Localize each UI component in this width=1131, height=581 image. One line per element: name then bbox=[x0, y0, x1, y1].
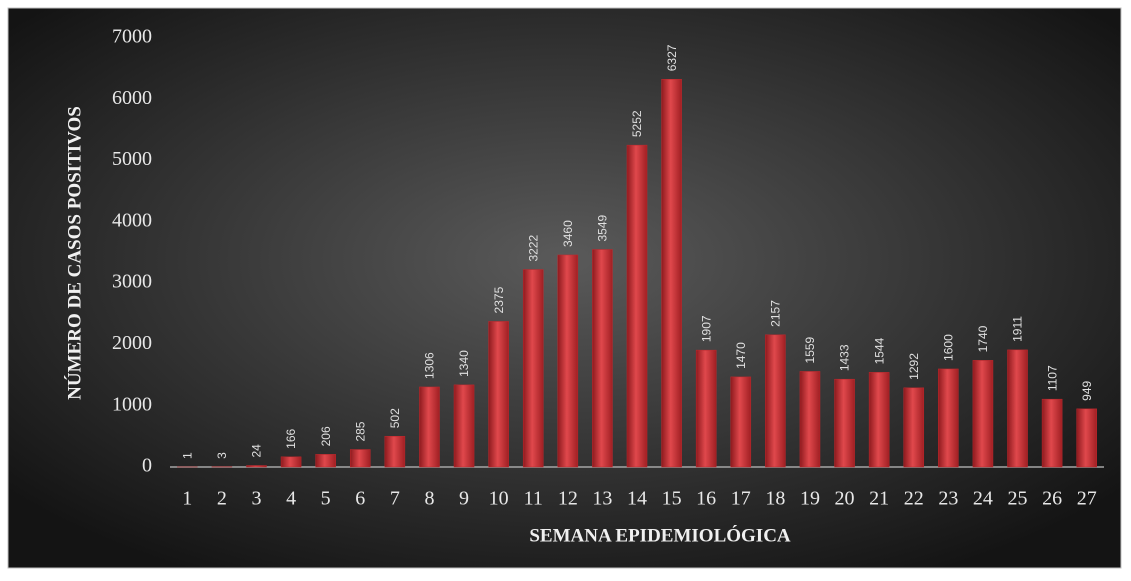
x-axis-title: SEMANA EPIDEMIOLÓGICA bbox=[529, 524, 791, 546]
x-tick-label: 18 bbox=[765, 488, 785, 510]
x-tick-label: 6 bbox=[355, 488, 365, 510]
bar bbox=[799, 371, 821, 468]
x-tick-label: 2 bbox=[217, 488, 227, 510]
value-label: 1433 bbox=[838, 344, 852, 371]
value-label: 1559 bbox=[803, 336, 817, 363]
y-tick-label: 0 bbox=[142, 455, 152, 477]
value-label: 1306 bbox=[423, 352, 437, 379]
bar bbox=[246, 465, 267, 468]
bar bbox=[765, 334, 786, 468]
value-label: 1470 bbox=[734, 342, 748, 369]
y-tick-label: 2000 bbox=[112, 332, 152, 354]
bar bbox=[384, 435, 406, 468]
y-tick-label: 5000 bbox=[112, 148, 152, 170]
x-tick-label: 19 bbox=[800, 488, 820, 510]
value-label: 5252 bbox=[630, 110, 644, 137]
x-tick-label: 1 bbox=[182, 488, 192, 510]
y-tick-label: 4000 bbox=[112, 209, 152, 231]
bar bbox=[730, 376, 752, 468]
x-tick-label: 20 bbox=[835, 488, 855, 510]
x-tick-label: 3 bbox=[251, 488, 261, 510]
value-label: 3460 bbox=[561, 220, 575, 247]
bar bbox=[522, 269, 544, 468]
x-tick-label: 25 bbox=[1008, 488, 1028, 510]
x-tick-label: 5 bbox=[321, 488, 331, 510]
value-label: 2157 bbox=[769, 300, 783, 327]
bar bbox=[1007, 349, 1028, 468]
x-tick-label: 7 bbox=[390, 488, 400, 510]
bar bbox=[1076, 408, 1097, 468]
y-tick-label: 7000 bbox=[112, 26, 152, 48]
x-tick-label: 21 bbox=[869, 488, 889, 510]
value-label: 1340 bbox=[457, 350, 471, 377]
bar bbox=[903, 387, 925, 468]
bar bbox=[972, 360, 994, 468]
value-label: 3 bbox=[215, 452, 229, 459]
value-label: 285 bbox=[353, 421, 367, 441]
x-tick-label: 26 bbox=[1042, 488, 1062, 510]
value-label: 24 bbox=[250, 444, 264, 458]
x-tick-label: 4 bbox=[286, 488, 296, 510]
x-tick-label: 12 bbox=[558, 488, 578, 510]
value-label: 1600 bbox=[942, 334, 956, 361]
x-tick-label: 8 bbox=[424, 488, 434, 510]
x-tick-label: 23 bbox=[938, 488, 958, 510]
x-tick-label: 13 bbox=[592, 488, 612, 510]
bar bbox=[695, 349, 717, 468]
x-tick-label: 22 bbox=[904, 488, 924, 510]
y-tick-label: 1000 bbox=[112, 393, 152, 415]
x-tick-label: 16 bbox=[696, 488, 716, 510]
bar bbox=[419, 386, 440, 468]
bar bbox=[661, 78, 682, 468]
value-label: 1292 bbox=[907, 353, 921, 380]
value-label: 206 bbox=[319, 426, 333, 446]
value-label: 1740 bbox=[976, 325, 990, 352]
value-label: 1911 bbox=[1011, 316, 1025, 342]
x-tick-label: 14 bbox=[627, 488, 647, 510]
x-tick-label: 15 bbox=[662, 488, 682, 510]
value-label: 6327 bbox=[665, 44, 679, 71]
bar bbox=[453, 384, 475, 468]
y-tick-label: 3000 bbox=[112, 271, 152, 293]
value-label: 3222 bbox=[526, 235, 540, 262]
bar bbox=[557, 254, 579, 468]
bar bbox=[488, 321, 509, 468]
value-label: 2375 bbox=[492, 286, 506, 313]
value-label: 1544 bbox=[872, 337, 886, 364]
bar bbox=[315, 454, 336, 468]
value-label: 1907 bbox=[699, 315, 713, 342]
y-axis-title: NÚMERO DE CASOS POSITIVOS bbox=[63, 106, 85, 400]
value-label: 166 bbox=[284, 428, 298, 448]
x-tick-label: 11 bbox=[524, 488, 543, 510]
bar bbox=[834, 378, 855, 468]
x-tick-label: 17 bbox=[731, 488, 751, 510]
bar bbox=[938, 368, 959, 468]
value-label: 502 bbox=[388, 408, 402, 428]
bar bbox=[868, 372, 890, 468]
x-tick-label: 10 bbox=[489, 488, 509, 510]
x-tick-label: 24 bbox=[973, 488, 993, 510]
bar bbox=[626, 144, 648, 468]
bar bbox=[592, 249, 613, 468]
value-label: 949 bbox=[1080, 380, 1094, 400]
bar bbox=[349, 449, 371, 468]
bar bbox=[1041, 398, 1063, 468]
y-tick-label: 6000 bbox=[112, 87, 152, 109]
bar bbox=[280, 456, 302, 468]
value-label: 3549 bbox=[596, 214, 610, 241]
value-label: 1107 bbox=[1045, 365, 1059, 391]
x-tick-label: 9 bbox=[459, 488, 469, 510]
value-label: 1 bbox=[180, 452, 194, 459]
x-tick-label: 27 bbox=[1077, 488, 1097, 510]
